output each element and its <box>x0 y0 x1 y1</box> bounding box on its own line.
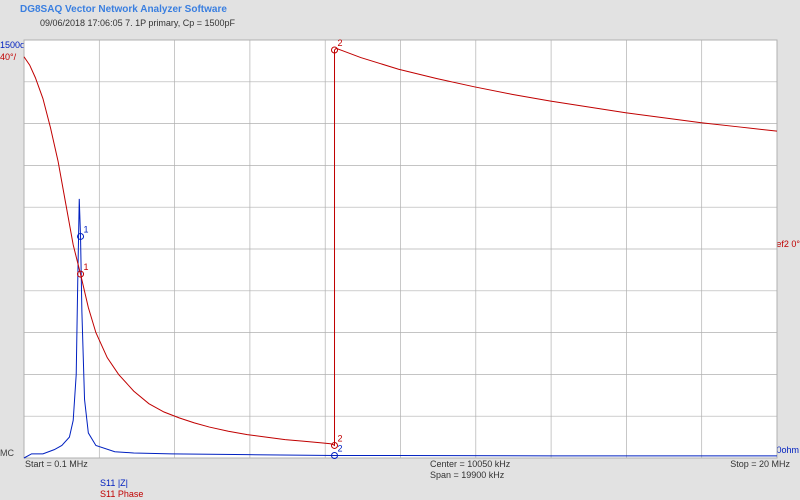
svg-text:2: 2 <box>338 38 343 48</box>
svg-text:2: 2 <box>338 433 343 443</box>
svg-text:1: 1 <box>84 262 89 272</box>
svg-text:1: 1 <box>84 224 89 234</box>
svg-text:2: 2 <box>338 443 343 453</box>
chart-area: 11222 <box>0 0 800 500</box>
